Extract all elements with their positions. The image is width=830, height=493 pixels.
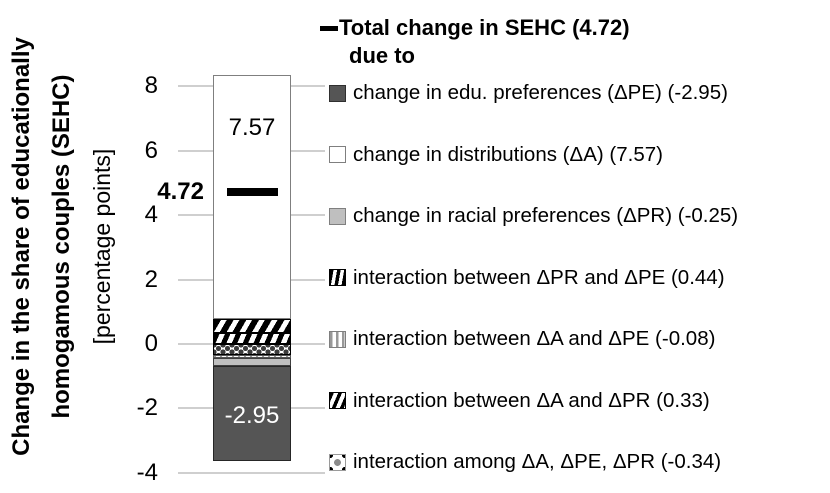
legend-item: interaction between ΔA and ΔPR (0.33) — [329, 389, 710, 413]
bar-segment-stripes-black — [213, 319, 291, 334]
gridline — [178, 471, 325, 474]
legend-item-label: interaction among ΔA, ΔPE, ΔPR (-0.34) — [353, 450, 722, 473]
total-marker — [227, 188, 278, 197]
dot-checker-swatch-icon — [329, 453, 346, 471]
legend-item-label: interaction between ΔA and ΔPE (-0.08) — [353, 327, 716, 350]
total-line-marker-icon — [320, 25, 338, 31]
bar-segment-solid-dark — [213, 365, 291, 461]
legend-item-label: change in edu. preferences (ΔPE) (-2.95) — [353, 81, 728, 104]
total-value-label: 4.72 — [157, 178, 204, 206]
solid-light-swatch-icon — [329, 207, 346, 225]
bar-segment-solid-light — [213, 357, 291, 366]
legend-item-label: interaction between ΔPR and ΔPE (0.44) — [353, 265, 725, 289]
y-tick-label: -4 — [136, 458, 158, 486]
bar-segment-stripes-gray — [213, 354, 291, 358]
y-tick-label: 6 — [144, 136, 158, 164]
y-tick-label: 8 — [144, 72, 158, 100]
black-stripes-swatch-icon — [329, 269, 346, 286]
legend-title: Total change in SEHC (4.72) — [320, 15, 630, 41]
y-axis-title-line1: Change in the share of educationally — [8, 37, 35, 456]
distribution-value-label: 7.57 — [228, 114, 276, 142]
legend-item-label: change in racial preferences (ΔPR) (-0.2… — [353, 204, 739, 227]
y-tick-label: 4 — [144, 201, 158, 229]
legend-item: interaction between ΔA and ΔPE (-0.08) — [329, 327, 715, 351]
legend-title-line2: due to — [349, 43, 415, 68]
y-axis-title-line2: homogamous couples (SEHC) — [48, 74, 75, 419]
bar-segment-stripes-italic — [213, 333, 291, 344]
legend-item: interaction between ΔPR and ΔPE (0.44) — [329, 266, 725, 290]
y-tick-label: 2 — [144, 265, 158, 293]
legend-item-label: interaction between ΔA and ΔPR (0.33) — [353, 388, 710, 412]
legend-item-label: change in distributions (ΔA) (7.57) — [353, 142, 663, 166]
solid-white-swatch-icon — [329, 146, 346, 163]
bar-segment-solid-white — [213, 75, 291, 320]
legend-item: change in edu. preferences (ΔPE) (-2.95) — [329, 81, 728, 105]
legend-item: change in racial preferences (ΔPR) (-0.2… — [329, 204, 738, 228]
gray-stripes-swatch-icon — [329, 330, 346, 348]
italic-stripes-swatch-icon — [329, 392, 346, 409]
y-tick-label: -2 — [136, 394, 158, 422]
legend-title-text: Total change in SEHC (4.72) — [339, 15, 630, 40]
y-tick-label: 0 — [144, 330, 158, 357]
legend-item: interaction among ΔA, ΔPE, ΔPR (-0.34) — [329, 450, 721, 474]
bar-segment-dot-checker — [213, 344, 291, 355]
edu-pref-value-label: -2.95 — [224, 402, 280, 430]
solid-dark-swatch-icon — [329, 84, 346, 102]
legend-item: change in distributions (ΔA) (7.57) — [329, 143, 663, 167]
